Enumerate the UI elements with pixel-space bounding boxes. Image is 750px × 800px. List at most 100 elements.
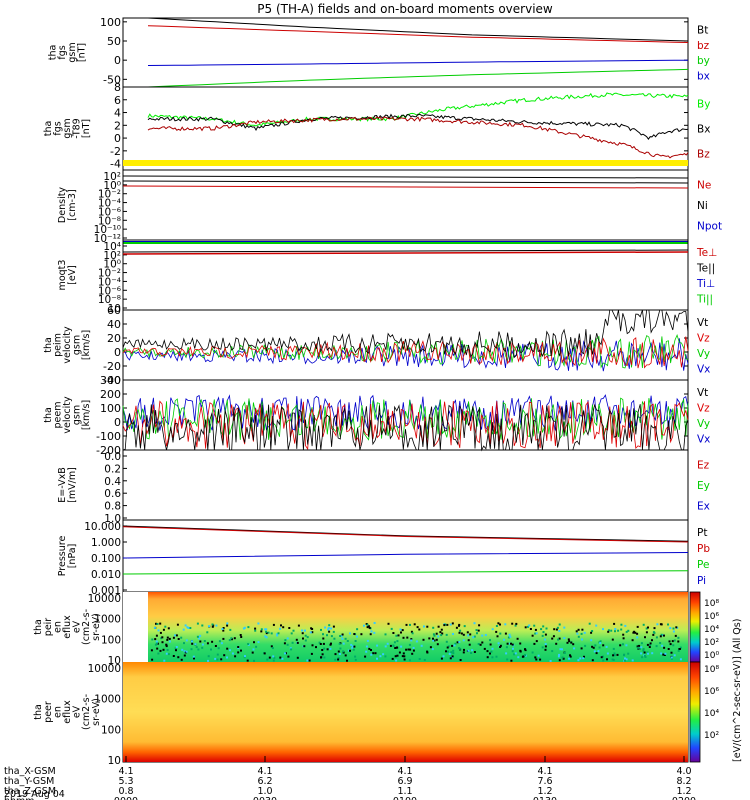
spectrogram-speckle: [669, 627, 672, 630]
spectrogram-speckle: [370, 630, 373, 633]
spectrogram-speckle: [484, 634, 487, 636]
spectrogram-speckle: [187, 627, 190, 629]
spectrogram-speckle: [265, 630, 268, 633]
spectrogram-speckle: [201, 624, 204, 627]
spectrogram-speckle: [369, 633, 372, 636]
spectrogram-speckle: [220, 658, 223, 661]
spectrogram-speckle: [396, 640, 399, 643]
spectrogram-speckle: [470, 652, 473, 654]
panel-ylabel-line: tha: [33, 619, 44, 635]
panel-legend: Pt Pb Pe Pi: [697, 527, 710, 587]
spectrogram-speckle: [510, 659, 513, 662]
spectrogram-speckle: [366, 639, 369, 642]
panel-temperature: moqt3[eV]10⁴10²10⁰10⁻²10⁻⁴10⁻⁶10⁻⁸10Te⊥T…: [57, 239, 717, 315]
spectrogram-speckle: [368, 647, 371, 650]
spectrogram-speckle: [339, 647, 342, 650]
colorbar-tick: 10⁸: [704, 599, 719, 609]
spectrogram-speckle: [321, 653, 324, 656]
y-tick-label: 10⁴: [103, 241, 121, 253]
spectrogram-speckle: [177, 638, 180, 640]
spectrogram-speckle: [670, 656, 673, 659]
spectrogram-speckle: [677, 649, 680, 652]
spectrogram-speckle: [376, 644, 379, 647]
panel-ylabel-line: peer: [43, 701, 54, 723]
panel-peim-velocity: thapeimvelocitygsm[km/s]-40-200204060VtV…: [43, 304, 711, 387]
panel-ylabel-line: moqt3: [57, 260, 68, 291]
spectrogram-speckle: [226, 656, 228, 659]
spectrogram-speckle: [481, 641, 484, 644]
spectrogram-speckle: [396, 646, 398, 649]
spectrogram-speckle: [446, 623, 449, 626]
spectrogram-speckle: [674, 634, 677, 637]
spectrogram-speckle: [435, 632, 438, 635]
legend-entry: Ti⊥: [696, 278, 715, 290]
spectrogram-speckle: [644, 636, 646, 639]
spectrogram-speckle: [168, 640, 171, 643]
spectrogram-speckle: [563, 637, 566, 640]
spectrogram-speckle: [350, 643, 353, 646]
spectrogram-speckle: [304, 639, 307, 642]
spectrogram-speckle: [644, 654, 646, 657]
spectrogram-speckle: [496, 635, 499, 638]
y-tick-label: -4: [110, 158, 121, 171]
y-tick-label: 0: [114, 346, 121, 359]
legend-entry: Ex: [697, 501, 710, 513]
spectrogram-speckle: [491, 647, 494, 650]
peir-spectrogram-noise: [150, 622, 682, 662]
spectrogram-speckle: [240, 636, 243, 638]
spectrogram-speckle: [157, 629, 160, 632]
spectrogram-speckle: [584, 644, 587, 647]
panel-ticks: 10000 1000 100 10: [88, 593, 127, 667]
spectrogram-speckle: [329, 647, 332, 650]
spectrogram-speckle: [553, 628, 556, 631]
colorbar-lower: [689, 661, 701, 763]
spectrogram-speckle: [659, 623, 662, 626]
spectrogram-speckle: [555, 642, 558, 645]
spectrogram-speckle: [296, 641, 299, 644]
spectrogram-speckle: [211, 640, 214, 643]
spectrogram-speckle: [466, 631, 469, 634]
spectrogram-speckle: [163, 659, 166, 662]
spectrogram-speckle: [542, 625, 545, 628]
spectrogram-speckle: [639, 647, 641, 650]
panel-frame: [122, 169, 689, 241]
panel-ylabel-line: [cm-3]: [67, 189, 78, 220]
spectrogram-speckle: [625, 630, 628, 633]
spectrogram-speckle: [642, 623, 645, 626]
spectrogram-speckle: [445, 650, 447, 653]
spectrogram-speckle: [393, 641, 396, 644]
spectrogram-speckle: [581, 628, 584, 631]
spectrogram-speckle: [642, 648, 645, 651]
spectrogram-speckle: [595, 652, 598, 655]
colorbar-tick: 10²: [704, 731, 719, 741]
spectrogram-speckle: [627, 652, 630, 655]
spectrogram-speckle: [207, 655, 210, 658]
spectrogram-speckle: [446, 646, 449, 649]
spectrogram-speckle: [411, 632, 414, 635]
panel-ylabel-line: fgs: [57, 45, 68, 59]
spectrogram-speckle: [651, 639, 653, 642]
spectrogram-speckle: [593, 650, 596, 653]
spectrogram-speckle: [373, 631, 376, 634]
spectrogram-speckle: [172, 655, 175, 657]
spectrogram-speckle: [379, 655, 382, 658]
spectrogram-speckle: [432, 639, 435, 642]
y-tick-label: 50: [107, 35, 121, 48]
spectrogram-speckle: [504, 632, 507, 635]
spectrogram-speckle: [568, 657, 571, 660]
spectrogram-speckle: [449, 657, 452, 660]
legend-entry: By: [697, 99, 710, 111]
spectrogram-speckle: [405, 648, 408, 651]
spectrogram-group: [123, 592, 688, 762]
spectrogram-speckle: [592, 646, 595, 649]
y-tick-label: 200: [100, 388, 121, 401]
y-tick-label: 100: [101, 634, 121, 646]
spectrogram-speckle: [625, 658, 628, 661]
colorbar-tick: 10⁰: [704, 651, 719, 661]
y-tick-label: 0.6: [104, 488, 121, 500]
spectrogram-speckle: [669, 643, 672, 646]
y-tick-label: 8: [114, 81, 121, 94]
series-Bz: [147, 116, 689, 159]
